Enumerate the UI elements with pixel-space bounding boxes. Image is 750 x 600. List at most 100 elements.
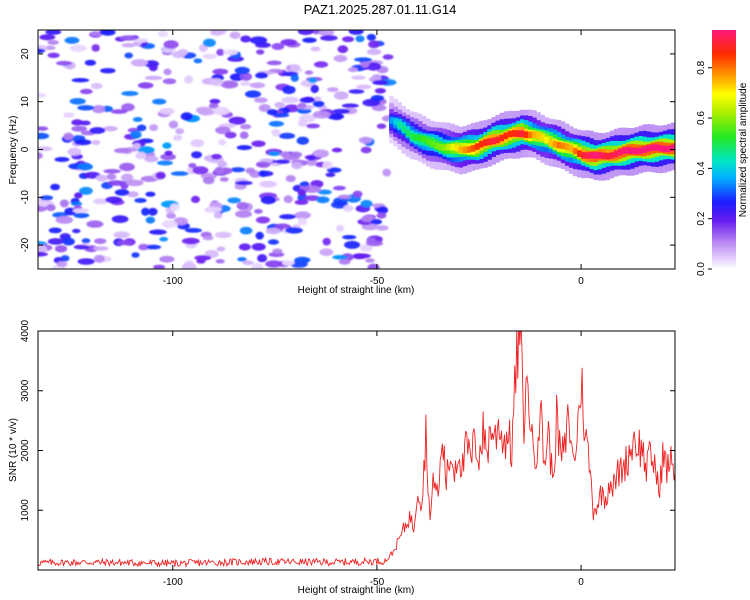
noise-blob <box>343 204 354 212</box>
noise-blob <box>297 193 308 202</box>
noise-blob <box>77 163 93 171</box>
noise-blob <box>191 195 200 203</box>
ridge-segment <box>642 146 647 153</box>
noise-blob <box>322 237 331 246</box>
noise-blob <box>213 212 223 219</box>
noise-blob <box>79 120 91 126</box>
noise-blob <box>280 151 291 158</box>
noise-blob <box>365 258 375 263</box>
noise-blob <box>77 258 95 265</box>
noise-blob <box>337 194 352 199</box>
noise-blob <box>180 112 193 121</box>
noise-blob <box>210 30 227 35</box>
noise-blob <box>223 49 238 56</box>
noise-blob <box>374 88 386 94</box>
ridge-segment <box>650 144 656 151</box>
ridge-segment <box>519 130 525 138</box>
ridge-segment <box>552 140 558 148</box>
noise-blob <box>348 30 364 35</box>
noise-blob <box>320 35 338 41</box>
snr-x-ticks: -100 -50 0 <box>163 331 584 588</box>
noise-blob <box>50 183 60 191</box>
noise-blob <box>141 207 150 216</box>
spectrogram-noise-blobs <box>38 30 397 269</box>
ridge-segment <box>572 147 578 155</box>
noise-blob <box>38 48 46 54</box>
noise-blob <box>71 78 90 83</box>
noise-blob <box>355 35 365 43</box>
spectrogram-y-tick-label: 0 <box>20 146 31 152</box>
noise-blob <box>327 87 339 92</box>
noise-blob <box>308 77 318 84</box>
noise-blob <box>148 64 158 72</box>
noise-blob <box>161 220 178 229</box>
snr-y-ticks: 1000 2000 3000 4000 <box>20 319 675 521</box>
noise-blob <box>63 132 74 141</box>
snr-y-tick-label: 1000 <box>20 499 31 522</box>
spectrogram-x-tick-label: -100 <box>163 276 183 287</box>
noise-blob <box>190 139 205 148</box>
ridge-segment <box>450 143 456 151</box>
noise-blob <box>227 56 245 62</box>
ridge-segment <box>503 132 509 140</box>
noise-blob <box>219 177 229 182</box>
noise-blob <box>294 211 311 219</box>
noise-blob <box>155 171 166 180</box>
noise-blob <box>290 74 299 82</box>
noise-blob <box>298 118 308 127</box>
noise-blob <box>235 210 252 218</box>
ridge-segment <box>666 145 672 153</box>
ridge-segment <box>634 147 639 155</box>
noise-blob <box>266 109 278 116</box>
noise-blob <box>224 131 237 139</box>
noise-blob <box>239 226 253 235</box>
noise-blob <box>370 219 383 225</box>
noise-blob <box>268 151 281 157</box>
noise-blob <box>366 33 377 41</box>
noise-blob <box>145 191 156 197</box>
ridge-segment <box>470 144 476 152</box>
ridge-segment <box>446 143 451 151</box>
noise-blob <box>289 151 303 158</box>
noise-blob <box>94 238 107 245</box>
noise-blob <box>310 46 321 52</box>
noise-blob <box>72 208 90 214</box>
noise-blob <box>306 158 318 166</box>
noise-blob <box>251 263 264 269</box>
spectrogram-y-tick-label: -20 <box>20 237 31 252</box>
noise-blob <box>45 30 62 35</box>
noise-blob <box>168 120 179 129</box>
noise-blob <box>376 212 387 219</box>
ridge-segment <box>617 148 623 156</box>
noise-blob <box>244 90 262 98</box>
noise-blob <box>312 149 329 158</box>
noise-blob <box>164 150 173 156</box>
snr-y-tick-label: 4000 <box>20 319 31 342</box>
noise-blob <box>119 35 137 41</box>
ridge-segment <box>434 142 439 149</box>
noise-blob <box>162 78 177 85</box>
noise-blob <box>181 263 197 269</box>
noise-blob <box>121 91 139 96</box>
noise-blob <box>202 38 216 47</box>
noise-blob <box>208 103 219 109</box>
noise-blob <box>251 140 266 147</box>
noise-blob <box>157 160 173 166</box>
noise-blob <box>372 80 389 86</box>
noise-blob <box>282 85 296 95</box>
noise-blob <box>111 215 129 224</box>
noise-blob <box>209 98 221 105</box>
noise-blob <box>202 235 214 241</box>
ridge-segment <box>621 147 627 155</box>
noise-blob <box>294 199 309 205</box>
ridge-segment <box>515 130 521 137</box>
noise-blob <box>135 151 147 160</box>
ridge-segment <box>405 129 411 137</box>
noise-blob <box>275 159 290 164</box>
noise-blob <box>366 48 382 56</box>
ridge-segment <box>397 121 402 128</box>
spectrogram-y-label: Frequency (Hz) <box>8 116 19 185</box>
noise-blob <box>338 258 351 265</box>
noise-blob <box>184 228 203 233</box>
noise-blob <box>73 244 90 250</box>
